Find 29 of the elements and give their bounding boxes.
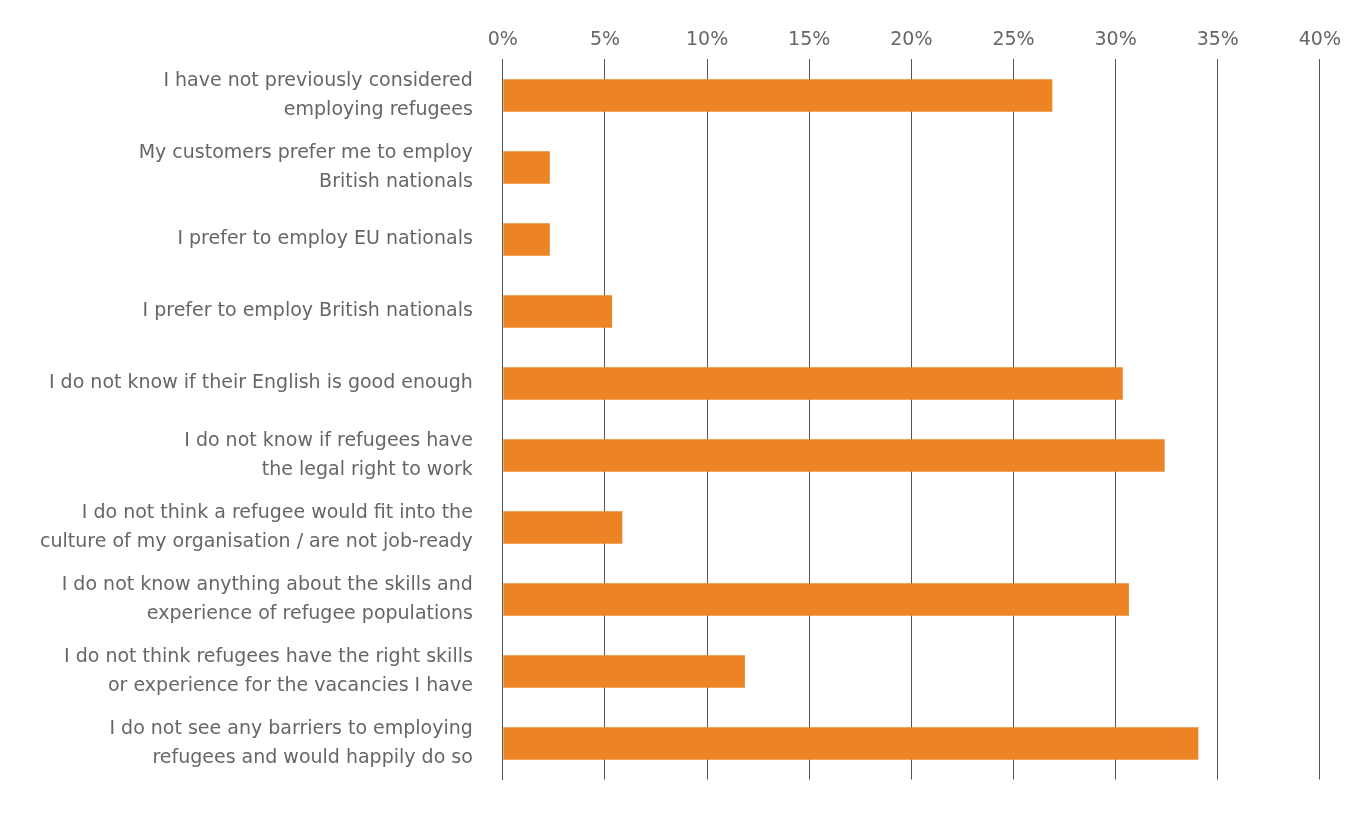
y-tick-label: I do not think refugees have the right skills or experience for the vacancies I have	[64, 643, 473, 696]
x-tick-label: 30%	[1094, 26, 1137, 49]
bar	[503, 727, 1199, 760]
x-tick-label: 0%	[487, 26, 518, 49]
bar	[503, 367, 1123, 400]
bar	[503, 439, 1165, 472]
x-tick-label: 40%	[1298, 26, 1341, 49]
x-tick-label: 20%	[890, 26, 933, 49]
bar	[503, 223, 550, 256]
bar	[503, 655, 745, 688]
bar	[503, 295, 613, 328]
y-tick-label: I do not know if refugees have the legal right to work	[184, 427, 473, 480]
x-tick-label: 10%	[685, 26, 729, 49]
x-tick-label: 35%	[1196, 26, 1239, 49]
y-tick-label: I do not see any barriers to employing refugees and would happily do so	[109, 715, 473, 768]
x-tick-label: 25%	[992, 26, 1035, 49]
x-tick-label: 15%	[788, 26, 831, 49]
bar	[503, 511, 623, 544]
y-tick-label: I do not know if their English is good enough	[48, 370, 473, 393]
y-tick-label: I prefer to employ British nationals	[142, 298, 473, 321]
y-tick-label: I do not know anything about the skills and experience of refugee populations	[61, 571, 473, 624]
y-tick-label: My customers prefer me to employ British nationals	[138, 139, 473, 192]
x-tick-label: 5%	[589, 26, 621, 49]
y-tick-label: I prefer to employ EU nationals	[177, 226, 473, 249]
bar	[503, 151, 550, 184]
bar	[503, 79, 1053, 112]
y-tick-label: I have not previously considered employing refugees	[163, 67, 473, 120]
y-tick-label: I do not think a refugee would fit into the culture of my organisation / are not job-ready	[40, 499, 473, 552]
bar	[503, 583, 1129, 616]
